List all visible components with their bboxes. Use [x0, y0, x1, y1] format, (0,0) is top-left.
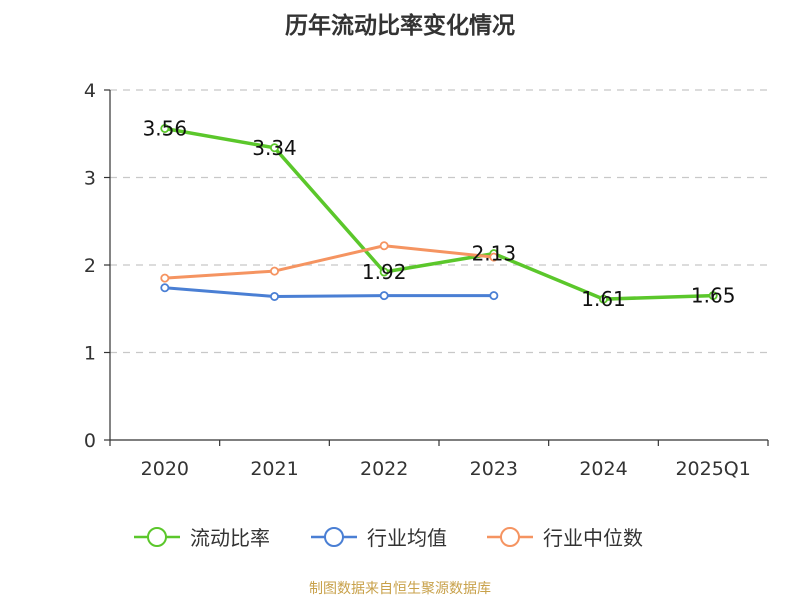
y-tick-label: 4 — [84, 80, 96, 102]
data-label: 1.92 — [362, 260, 407, 284]
data-label: 2.13 — [472, 242, 517, 266]
legend-label: 行业中位数 — [543, 526, 643, 550]
legend-label: 行业均值 — [367, 526, 447, 550]
x-tick-label: 2023 — [470, 458, 518, 480]
data-point — [489, 252, 499, 262]
y-tick-label: 1 — [84, 343, 96, 365]
data-point — [599, 294, 609, 304]
data-point — [160, 283, 170, 293]
data-point — [269, 266, 279, 276]
x-tick-label: 2020 — [141, 458, 189, 480]
y-tick-label: 0 — [84, 430, 96, 452]
series-line — [164, 244, 494, 280]
axes: 0 1 2 3 4 2020 2021 2022 2023 2024 2025Q1 — [84, 80, 769, 480]
data-point — [708, 291, 718, 301]
legend-marker-icon — [324, 527, 344, 547]
data-point — [269, 291, 279, 301]
data-point — [379, 267, 389, 277]
y-tick-label: 3 — [84, 168, 96, 190]
y-tick-label: 2 — [84, 255, 96, 277]
source-note: 制图数据来自恒生聚源数据库 — [309, 581, 491, 597]
legend-item[interactable]: 行业中位数 — [487, 526, 643, 550]
x-tick-label: 2024 — [579, 458, 627, 480]
data-point — [489, 291, 499, 301]
grid-lines — [110, 89, 768, 354]
data-point — [379, 241, 389, 251]
data-label: 3.34 — [252, 136, 297, 160]
x-tick-label: 2025Q1 — [675, 458, 750, 480]
data-label: 1.61 — [581, 287, 626, 311]
series-lines — [160, 124, 718, 304]
series-line — [164, 286, 494, 298]
data-label: 1.65 — [691, 284, 736, 308]
data-point — [160, 124, 170, 134]
x-tick-label: 2022 — [360, 458, 408, 480]
x-tick-label: 2021 — [250, 458, 298, 480]
data-label: 3.56 — [143, 117, 188, 141]
legend-marker-icon — [147, 527, 167, 547]
legend-marker-icon — [500, 527, 520, 547]
legend-label: 流动比率 — [190, 526, 270, 550]
data-point — [379, 291, 389, 301]
data-labels: 3.56 3.34 1.92 2.13 1.61 1.65 — [143, 117, 736, 312]
chart-title: 历年流动比率变化情况 — [285, 13, 515, 39]
legend-item[interactable]: 流动比率 — [134, 526, 270, 550]
legend[interactable]: 流动比率 行业均值 行业中位数 — [134, 526, 643, 550]
data-point — [160, 273, 170, 283]
legend-item[interactable]: 行业均值 — [311, 526, 447, 550]
series-line — [164, 126, 714, 301]
data-point — [269, 143, 279, 153]
